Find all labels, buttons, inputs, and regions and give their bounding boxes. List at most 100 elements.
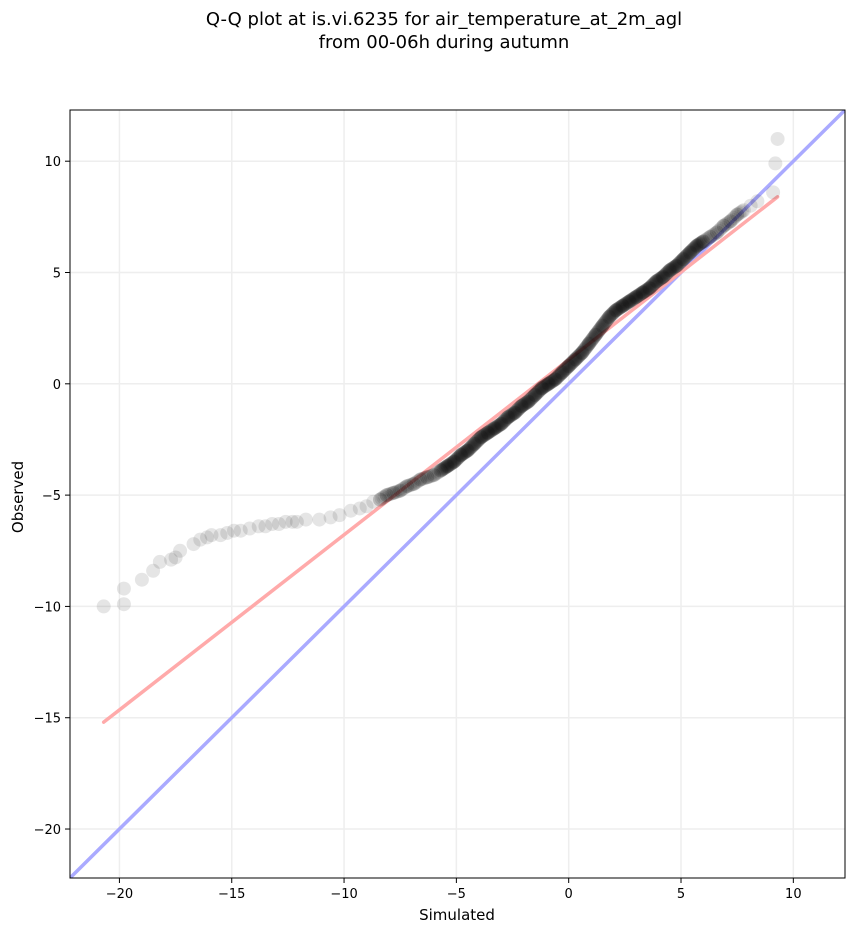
qq-point-dense (462, 441, 477, 456)
qq-point-dense (480, 426, 495, 441)
qq-point-dense (393, 483, 408, 498)
qq-point (622, 294, 637, 309)
qq-point-dense (434, 463, 449, 478)
qq-point-dense (548, 372, 563, 387)
qq-point (743, 198, 758, 213)
qq-point-dense (374, 491, 389, 506)
qq-point (689, 238, 704, 253)
qq-point-dense (688, 240, 703, 255)
qq-point-dense (654, 271, 669, 286)
qq-point (766, 185, 781, 200)
qq-point-dense (435, 462, 450, 477)
qq-point-dense (548, 371, 563, 386)
qq-point-dense (662, 263, 677, 278)
x-tick-label: −15 (218, 887, 245, 902)
qq-point-dense (560, 360, 575, 375)
qq-point-dense (496, 414, 511, 429)
qq-point-dense (433, 463, 448, 478)
qq-point-dense (481, 425, 496, 440)
qq-point-dense (633, 287, 648, 302)
qq-point-dense (466, 438, 480, 453)
qq-point-dense (579, 340, 594, 355)
x-tick-label: 10 (785, 887, 802, 902)
qq-point-dense (629, 289, 644, 304)
qq-point-dense (561, 359, 576, 373)
qq-point-dense (420, 470, 435, 485)
qq-point-dense (687, 241, 702, 256)
qq-point-dense (584, 333, 599, 348)
qq-point-dense (505, 407, 520, 422)
qq-point-dense (388, 485, 403, 500)
qq-point-dense (658, 267, 673, 282)
qq-point-dense (406, 476, 421, 491)
qq-point (716, 218, 731, 233)
qq-point-dense (516, 397, 531, 412)
qq-point-dense (528, 387, 542, 402)
qq-point-dense (451, 450, 466, 465)
qq-point-dense (669, 258, 684, 273)
qq-point-dense (594, 319, 609, 334)
qq-point-dense (439, 459, 454, 474)
qq-point-dense (517, 397, 532, 412)
qq-point-dense (565, 355, 580, 370)
qq-point-dense (633, 286, 648, 301)
qq-point (635, 285, 650, 300)
qq-point-dense (668, 259, 683, 274)
qq-point-dense (458, 444, 473, 459)
qq-point-dense (691, 237, 706, 252)
qq-point-dense (677, 250, 692, 265)
qq-point-dense (578, 341, 593, 356)
qq-point (265, 517, 280, 532)
qq-point (501, 410, 516, 425)
qq-point-dense (703, 229, 718, 244)
qq-point-dense (676, 252, 691, 267)
qq-point-dense (497, 413, 512, 428)
qq-point (696, 234, 711, 249)
qq-point-dense (621, 294, 636, 309)
x-tick-label: 5 (677, 887, 685, 902)
qq-point-dense (569, 350, 584, 365)
qq-point-dense (384, 486, 399, 501)
qq-point-dense (580, 338, 595, 353)
qq-point (453, 448, 468, 463)
qq-point-dense (574, 346, 589, 361)
qq-point (242, 521, 257, 536)
qq-point-dense (568, 352, 583, 367)
qq-point-dense (483, 424, 498, 439)
qq-point-dense (608, 303, 623, 318)
qq-point-dense (678, 249, 693, 264)
qq-point-dense (662, 263, 677, 278)
qq-point-dense (708, 226, 723, 241)
qq-point-dense (447, 454, 462, 469)
qq-point-dense (437, 461, 452, 476)
qq-point-dense (403, 478, 418, 493)
qq-point-dense (649, 273, 664, 288)
qq-point-dense (408, 475, 423, 490)
qq-point-dense (694, 235, 709, 250)
qq-point-dense (485, 422, 500, 437)
qq-point-dense (430, 465, 445, 480)
qq-point-dense (571, 349, 586, 364)
qq-point-dense (415, 471, 430, 486)
qq-point-dense (540, 377, 555, 392)
qq-point-dense (376, 490, 391, 505)
qq-point-dense (587, 329, 602, 344)
qq-point-dense (512, 401, 527, 416)
qq-point-dense (469, 434, 484, 449)
qq-point-dense (613, 300, 628, 315)
qq-point-dense (488, 420, 503, 435)
qq-point-dense (667, 260, 682, 275)
qq-point-dense (435, 462, 449, 477)
qq-point-dense (495, 415, 510, 430)
qq-point-dense (695, 235, 710, 250)
qq-point-dense (463, 440, 478, 455)
qq-point-dense (685, 242, 700, 257)
plot-area (70, 110, 845, 878)
qq-point-dense (513, 399, 528, 414)
qq-point-dense (389, 484, 404, 499)
qq-point-dense (696, 234, 711, 249)
qq-point-dense (379, 488, 394, 503)
qq-point-dense (725, 212, 740, 227)
qq-point (656, 269, 671, 284)
qq-point (204, 528, 219, 543)
